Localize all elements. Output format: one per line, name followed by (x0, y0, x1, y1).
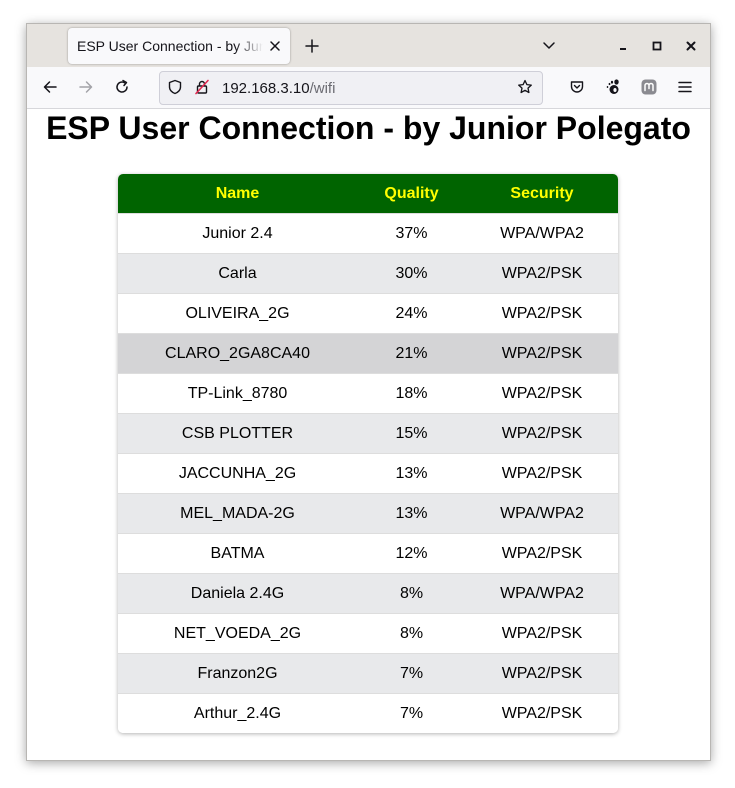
network-name-cell: CSB PLOTTER (118, 413, 357, 454)
column-header-security: Security (510, 184, 574, 202)
signal-quality-cell: 13% (357, 493, 466, 534)
signal-quality-cell: 8% (357, 613, 466, 654)
network-name-cell: CLARO_2GA8CA40 (118, 333, 357, 374)
minimize-icon[interactable] (615, 38, 631, 54)
pocket-icon[interactable] (569, 79, 585, 95)
security-type-cell: WPA2/PSK (466, 373, 618, 414)
security-type-cell: WPA2/PSK (466, 693, 618, 733)
security-type-cell: WPA2/PSK (466, 613, 618, 654)
network-name-cell: JACCUNHA_2G (118, 453, 357, 494)
network-name-cell: OLIVEIRA_2G (118, 293, 357, 334)
table-row[interactable]: OLIVEIRA_2G 24% WPA2/PSK (118, 293, 618, 334)
tab-bar: ESP User Connection - by Junior Polegato (27, 24, 710, 67)
network-name-cell: Arthur_2.4G (118, 693, 357, 733)
network-name-cell: Daniela 2.4G (118, 573, 357, 614)
new-tab-icon[interactable] (304, 38, 320, 54)
mastodon-extension-icon[interactable] (641, 79, 657, 95)
reload-icon[interactable] (114, 79, 130, 95)
navigation-toolbar: 192.168.3.10/wifi (27, 67, 710, 109)
table-row[interactable]: Arthur_2.4G 7% WPA2/PSK (118, 693, 618, 733)
security-type-cell: WPA2/PSK (466, 533, 618, 574)
signal-quality-cell: 13% (357, 453, 466, 494)
signal-quality-cell: 15% (357, 413, 466, 454)
page-content: ESP User Connection - by Junior Polegato… (27, 109, 710, 760)
wifi-networks-table: Name Quality Security Junior 2.4 37% WPA… (118, 174, 618, 733)
signal-quality-cell: 12% (357, 533, 466, 574)
tab-title: ESP User Connection - by Junior Polegato (77, 38, 263, 54)
column-header-name: Name (215, 184, 260, 202)
gnome-extension-icon[interactable] (605, 79, 621, 95)
table-row[interactable]: CLARO_2GA8CA40 21% WPA2/PSK (118, 333, 618, 374)
forward-arrow-icon[interactable] (78, 79, 94, 95)
security-type-cell: WPA2/PSK (466, 293, 618, 334)
signal-quality-cell: 7% (357, 693, 466, 733)
close-window-icon[interactable] (683, 38, 699, 54)
url-text[interactable]: 192.168.3.10/wifi (222, 80, 335, 97)
url-path: /wifi (309, 80, 336, 97)
table-row[interactable]: Daniela 2.4G 8% WPA/WPA2 (118, 573, 618, 614)
wifi-networks-table-container: Name Quality Security Junior 2.4 37% WPA… (118, 174, 618, 733)
signal-quality-cell: 8% (357, 573, 466, 614)
security-type-cell: WPA/WPA2 (466, 493, 618, 534)
signal-quality-cell: 24% (357, 293, 466, 334)
url-host: 192.168.3.10 (222, 80, 310, 97)
security-type-cell: WPA2/PSK (466, 333, 618, 374)
maximize-icon[interactable] (649, 38, 665, 54)
tracking-protection-shield-icon[interactable] (167, 79, 183, 95)
column-header-quality: Quality (384, 184, 439, 202)
network-name-cell: TP-Link_8780 (118, 373, 357, 414)
signal-quality-cell: 18% (357, 373, 466, 414)
network-name-cell: Carla (118, 253, 357, 294)
table-row[interactable]: Carla 30% WPA2/PSK (118, 253, 618, 294)
signal-quality-cell: 30% (357, 253, 466, 294)
back-arrow-icon[interactable] (42, 79, 58, 95)
tab-close-icon[interactable] (267, 38, 283, 54)
signal-quality-cell: 7% (357, 653, 466, 694)
table-row[interactable]: NET_VOEDA_2G 8% WPA2/PSK (118, 613, 618, 654)
address-bar[interactable]: 192.168.3.10/wifi (159, 71, 543, 105)
security-type-cell: WPA2/PSK (466, 253, 618, 294)
signal-quality-cell: 21% (357, 333, 466, 374)
network-name-cell: Franzon2G (118, 653, 357, 694)
network-name-cell: MEL_MADA-2G (118, 493, 357, 534)
security-type-cell: WPA2/PSK (466, 453, 618, 494)
security-type-cell: WPA2/PSK (466, 413, 618, 454)
table-row[interactable]: CSB PLOTTER 15% WPA2/PSK (118, 413, 618, 454)
table-row[interactable]: MEL_MADA-2G 13% WPA/WPA2 (118, 493, 618, 534)
list-all-tabs-icon[interactable] (541, 37, 557, 53)
table-row[interactable]: Junior 2.4 37% WPA/WPA2 (118, 213, 618, 254)
insecure-connection-lock-icon[interactable] (194, 79, 210, 95)
network-name-cell: NET_VOEDA_2G (118, 613, 357, 654)
signal-quality-cell: 37% (357, 213, 466, 254)
active-tab[interactable]: ESP User Connection - by Junior Polegato (68, 28, 290, 64)
page-title: ESP User Connection - by Junior Polegato (46, 110, 691, 146)
table-row[interactable]: JACCUNHA_2G 13% WPA2/PSK (118, 453, 618, 494)
table-row[interactable]: BATMA 12% WPA2/PSK (118, 533, 618, 574)
table-header-row: Name Quality Security (118, 174, 618, 214)
hamburger-menu-icon[interactable] (677, 79, 693, 95)
network-name-cell: BATMA (118, 533, 357, 574)
security-type-cell: WPA2/PSK (466, 653, 618, 694)
network-name-cell: Junior 2.4 (118, 213, 357, 254)
security-type-cell: WPA/WPA2 (466, 573, 618, 614)
table-row[interactable]: TP-Link_8780 18% WPA2/PSK (118, 373, 618, 414)
security-type-cell: WPA/WPA2 (466, 213, 618, 254)
bookmark-star-icon[interactable] (517, 79, 533, 95)
browser-window: ESP User Connection - by Junior Polegato (26, 23, 711, 761)
table-row[interactable]: Franzon2G 7% WPA2/PSK (118, 653, 618, 694)
